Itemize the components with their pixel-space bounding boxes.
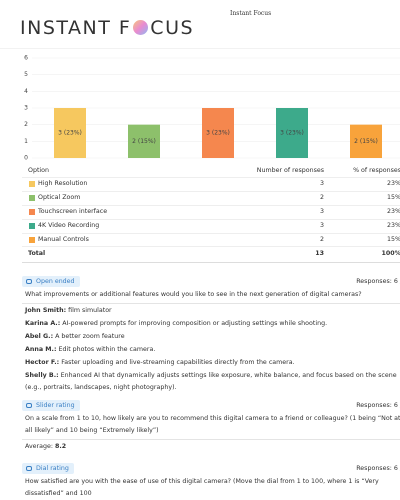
cell: Touchscreen interface: [38, 208, 108, 215]
cell: 23%: [387, 222, 400, 229]
y-tick-label: 3: [24, 105, 28, 112]
y-tick-label: 0: [24, 155, 28, 162]
bar: [202, 108, 234, 158]
logo-text: INSTANT F: [20, 17, 132, 39]
answer-name: Anna M.:: [25, 346, 57, 353]
cell: 15%: [387, 194, 400, 201]
y-tick-label: 2: [24, 121, 28, 128]
cell: 100%: [381, 250, 400, 257]
answer: Anna M.: Edit photos within the camera.: [25, 344, 400, 356]
cell: Number of responses: [256, 167, 324, 174]
answer-name: John Smith:: [25, 307, 67, 314]
cell: Manual Controls: [38, 236, 89, 243]
answer-text: film simulator: [68, 307, 112, 314]
bar-label: 3 (23%): [58, 130, 82, 137]
answer-text: Faster uploading and live-streaming capa…: [61, 359, 295, 366]
cell: 13: [315, 250, 324, 257]
answer-name: Karina A.:: [25, 320, 61, 327]
cell: 3: [319, 208, 324, 215]
cell: Option: [28, 167, 50, 174]
bar: [128, 124, 160, 158]
cell: 3: [319, 180, 324, 187]
row-line: [22, 246, 400, 247]
swatch: [29, 209, 35, 215]
logo-text: CUS: [150, 17, 195, 39]
swatch: [29, 223, 35, 229]
answer: Karina A.: AI-powered prompts for improv…: [25, 318, 400, 330]
swatch: [29, 195, 35, 201]
logo-icon: [133, 20, 149, 35]
small-title: Instant Focus: [230, 10, 272, 17]
row-line: [22, 191, 400, 192]
divider: [0, 48, 400, 49]
separator: [22, 303, 400, 304]
swatch: [29, 237, 35, 243]
y-tick-label: 6: [24, 55, 28, 62]
page: Instant Focus INSTANT F CUS 0 1 2 3 4 5 6 3 (23%…: [0, 10, 400, 497]
average-label: Average:: [25, 443, 53, 450]
cell: 15%: [387, 236, 400, 243]
answer: Hector F.: Faster uploading and live-str…: [25, 357, 400, 369]
answer: Abel G.: A better zoom feature: [25, 331, 400, 343]
average-value: 8.2: [55, 443, 67, 450]
y-tick-label: 1: [24, 138, 28, 145]
question: What improvements or additional features…: [25, 291, 362, 298]
answer-name: Abel G.:: [25, 333, 54, 340]
y-tick-label: 4: [24, 88, 28, 95]
bar: [54, 108, 86, 158]
responses-count: Responses: 6 /: [356, 278, 400, 285]
logo: INSTANT F CUS: [20, 17, 194, 39]
question: On a scale from 1 to 10, how likely are …: [25, 415, 400, 434]
bar: [350, 124, 382, 158]
responses-count: Responses: 6 /: [356, 465, 400, 472]
responses-count: Responses: 6 /: [356, 402, 400, 409]
average: Average: 8.2: [25, 441, 400, 453]
bar-label: 3 (23%): [280, 130, 304, 137]
answer-text: A better zoom feature: [55, 333, 125, 340]
cell: 2: [319, 236, 324, 243]
bar-label: 2 (15%): [132, 138, 156, 145]
answer-text: AI-powered prompts for improving composi…: [62, 320, 328, 327]
section-badge: Slider rating: [22, 400, 80, 411]
answer-name: Hector F.:: [25, 359, 60, 366]
row-line: [22, 233, 400, 234]
y-tick-label: 5: [24, 71, 28, 78]
cell: 23%: [387, 208, 400, 215]
bar: [276, 108, 308, 158]
bar-label: 2 (15%): [354, 138, 378, 145]
separator: [22, 439, 400, 440]
answer-text: Edit photos within the camera.: [58, 346, 156, 353]
swatch: [29, 181, 35, 187]
section-badge: Open ended: [22, 276, 80, 287]
answer: John Smith: film simulator: [25, 305, 400, 317]
cell: 2: [319, 194, 324, 201]
answer-name: Shelly B.:: [25, 372, 59, 379]
section-badge: Dial rating: [22, 463, 74, 474]
bar-label: 3 (23%): [206, 130, 230, 137]
row-line: [22, 205, 400, 206]
cell: High Resolution: [38, 180, 88, 187]
cell: % of responses: [353, 167, 400, 174]
cell: 3: [319, 222, 324, 229]
cell: Optical Zoom: [38, 194, 81, 201]
row-line: [22, 177, 400, 178]
row-line: [22, 219, 400, 220]
cell: 23%: [387, 180, 400, 187]
answer-text: Enhanced AI that dynamically adjusts set…: [25, 372, 397, 391]
answer: Shelly B.: Enhanced AI that dynamically …: [25, 370, 400, 394]
cell: Total: [28, 250, 46, 257]
row-line: [22, 262, 400, 263]
question: How satisfied are you with the ease of u…: [25, 478, 379, 497]
cell: 4K Video Recording: [38, 222, 100, 229]
chart: 0 1 2 3 4 5 6 3 (23%) 2 (15%) 3 (23%) 3 (23%) 2 (15…: [24, 55, 400, 162]
